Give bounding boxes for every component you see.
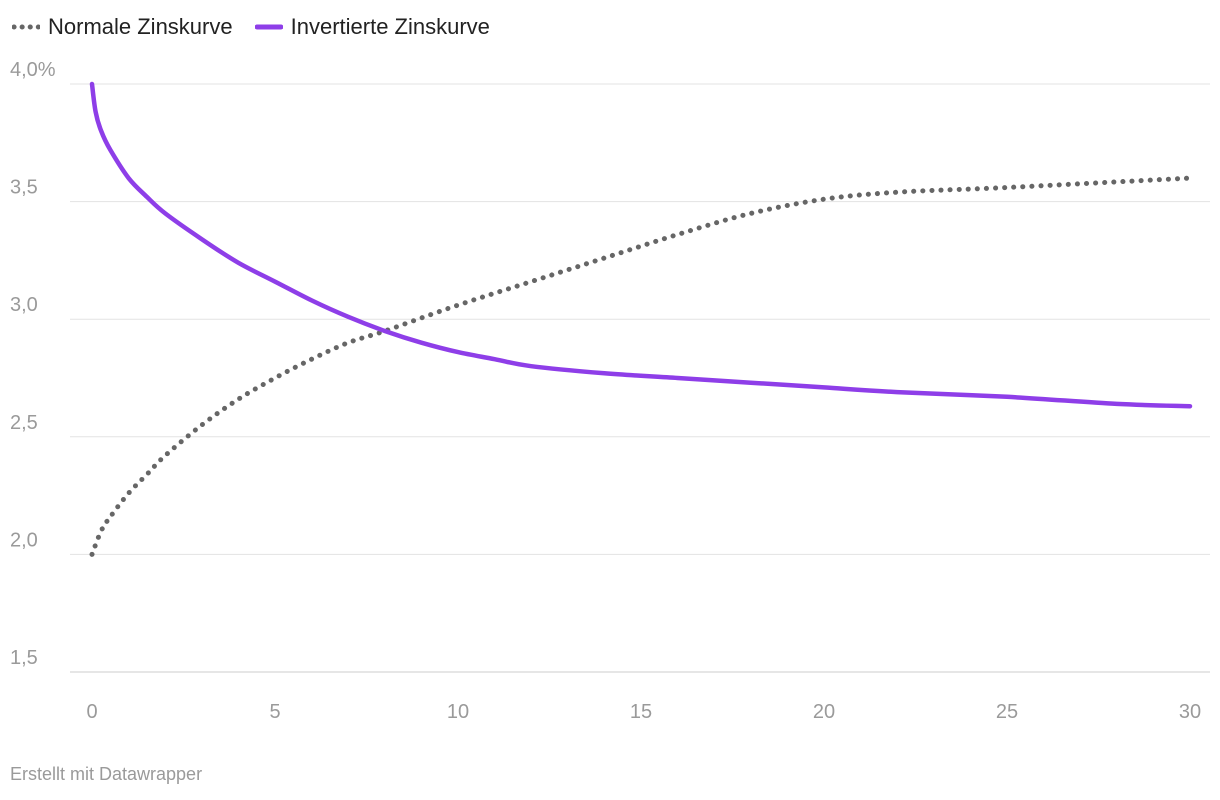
chart-legend: Normale Zinskurve Invertierte Zinskurve xyxy=(12,14,490,40)
legend-label-normale: Normale Zinskurve xyxy=(48,14,233,39)
y-tick-label: 1,5 xyxy=(10,647,38,669)
y-tick-label: 2,5 xyxy=(10,412,38,434)
solid-line-swatch-icon xyxy=(254,23,283,31)
x-tick-label: 25 xyxy=(996,701,1018,723)
x-tick-label: 0 xyxy=(86,701,97,723)
x-tick-label: 30 xyxy=(1179,701,1201,723)
x-tick-label: 15 xyxy=(630,701,652,723)
x-tick-label: 20 xyxy=(813,701,835,723)
x-tick-label: 5 xyxy=(269,701,280,723)
legend-label-invertierte: Invertierte Zinskurve xyxy=(290,14,490,39)
y-tick-label: 2,0 xyxy=(10,529,38,551)
series-line-invertierte xyxy=(89,81,1193,409)
series-line-normale xyxy=(89,175,1193,557)
y-tick-label: 3,0 xyxy=(10,294,38,316)
y-tick-label: 3,5 xyxy=(10,177,38,199)
legend-item-normale: Normale Zinskurve xyxy=(12,14,233,40)
legend-item-invertierte: Invertierte Zinskurve xyxy=(254,14,490,40)
x-tick-label: 10 xyxy=(447,701,469,723)
footer-credit: Erstellt mit Datawrapper xyxy=(10,764,203,784)
y-tick-label: 4,0% xyxy=(10,59,56,81)
